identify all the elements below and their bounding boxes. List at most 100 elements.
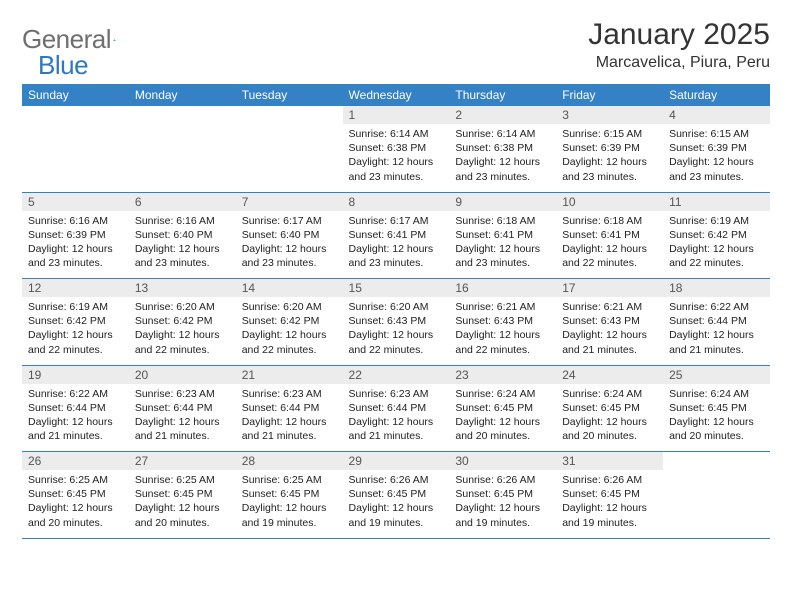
day-info-line: and 22 minutes. xyxy=(349,343,444,357)
month-title: January 2025 xyxy=(588,18,770,52)
day-content-cell: Sunrise: 6:19 AMSunset: 6:42 PMDaylight:… xyxy=(22,297,129,365)
day-info-line: Sunrise: 6:19 AM xyxy=(669,214,764,228)
day-number-cell: 4 xyxy=(663,106,770,124)
content-row: Sunrise: 6:16 AMSunset: 6:39 PMDaylight:… xyxy=(22,211,770,279)
day-info-line: Sunset: 6:45 PM xyxy=(455,401,550,415)
day-info-line: Daylight: 12 hours xyxy=(669,415,764,429)
day-info-line: and 22 minutes. xyxy=(669,256,764,270)
day-number-cell: 29 xyxy=(343,452,450,471)
day-info-line: and 21 minutes. xyxy=(669,343,764,357)
day-number-cell: 11 xyxy=(663,192,770,211)
day-info-line: and 21 minutes. xyxy=(242,429,337,443)
day-number-cell: 27 xyxy=(129,452,236,471)
day-content-cell: Sunrise: 6:16 AMSunset: 6:40 PMDaylight:… xyxy=(129,211,236,279)
day-number-cell: 15 xyxy=(343,279,450,298)
day-number-cell: 12 xyxy=(22,279,129,298)
day-info-line: Daylight: 12 hours xyxy=(242,501,337,515)
day-info-line: Sunrise: 6:25 AM xyxy=(135,473,230,487)
day-content-cell: Sunrise: 6:16 AMSunset: 6:39 PMDaylight:… xyxy=(22,211,129,279)
day-info-line: Sunset: 6:43 PM xyxy=(349,314,444,328)
day-content-cell: Sunrise: 6:20 AMSunset: 6:42 PMDaylight:… xyxy=(236,297,343,365)
day-content-cell: Sunrise: 6:21 AMSunset: 6:43 PMDaylight:… xyxy=(449,297,556,365)
day-info-line: and 19 minutes. xyxy=(455,516,550,530)
day-info-line: Daylight: 12 hours xyxy=(455,242,550,256)
day-info-line: Sunrise: 6:21 AM xyxy=(455,300,550,314)
day-number-cell xyxy=(129,106,236,124)
day-content-cell: Sunrise: 6:25 AMSunset: 6:45 PMDaylight:… xyxy=(236,470,343,538)
day-content-cell xyxy=(129,124,236,192)
day-content-cell xyxy=(22,124,129,192)
day-info-line: Sunrise: 6:23 AM xyxy=(349,387,444,401)
day-info-line: and 23 minutes. xyxy=(349,256,444,270)
day-info-line: Sunset: 6:41 PM xyxy=(562,228,657,242)
day-content-cell: Sunrise: 6:15 AMSunset: 6:39 PMDaylight:… xyxy=(663,124,770,192)
day-content-cell: Sunrise: 6:17 AMSunset: 6:40 PMDaylight:… xyxy=(236,211,343,279)
day-info-line: and 20 minutes. xyxy=(455,429,550,443)
day-number-cell: 6 xyxy=(129,192,236,211)
day-info-line: Sunrise: 6:26 AM xyxy=(349,473,444,487)
day-info-line: Daylight: 12 hours xyxy=(135,328,230,342)
weekday-header: Friday xyxy=(556,84,663,106)
day-info-line: Sunrise: 6:22 AM xyxy=(669,300,764,314)
weekday-header: Monday xyxy=(129,84,236,106)
day-info-line: Sunrise: 6:19 AM xyxy=(28,300,123,314)
day-content-cell: Sunrise: 6:23 AMSunset: 6:44 PMDaylight:… xyxy=(343,384,450,452)
daynum-row: 19202122232425 xyxy=(22,365,770,384)
content-row: Sunrise: 6:19 AMSunset: 6:42 PMDaylight:… xyxy=(22,297,770,365)
day-info-line: Daylight: 12 hours xyxy=(349,415,444,429)
day-info-line: Sunrise: 6:24 AM xyxy=(669,387,764,401)
day-info-line: and 22 minutes. xyxy=(242,343,337,357)
weekday-header: Sunday xyxy=(22,84,129,106)
day-info-line: Daylight: 12 hours xyxy=(349,242,444,256)
day-info-line: Sunset: 6:41 PM xyxy=(349,228,444,242)
day-info-line: Sunset: 6:38 PM xyxy=(349,141,444,155)
day-info-line: and 20 minutes. xyxy=(28,516,123,530)
day-info-line: Sunset: 6:45 PM xyxy=(242,487,337,501)
day-number-cell: 26 xyxy=(22,452,129,471)
day-info-line: Daylight: 12 hours xyxy=(669,242,764,256)
day-info-line: Sunrise: 6:26 AM xyxy=(562,473,657,487)
day-number-cell: 30 xyxy=(449,452,556,471)
day-content-cell: Sunrise: 6:26 AMSunset: 6:45 PMDaylight:… xyxy=(449,470,556,538)
day-info-line: Daylight: 12 hours xyxy=(242,415,337,429)
day-info-line: Daylight: 12 hours xyxy=(135,501,230,515)
day-info-line: Sunset: 6:40 PM xyxy=(135,228,230,242)
day-info-line: Sunset: 6:38 PM xyxy=(455,141,550,155)
day-info-line: Sunrise: 6:16 AM xyxy=(28,214,123,228)
content-row: Sunrise: 6:25 AMSunset: 6:45 PMDaylight:… xyxy=(22,470,770,538)
day-info-line: and 21 minutes. xyxy=(349,429,444,443)
day-content-cell: Sunrise: 6:19 AMSunset: 6:42 PMDaylight:… xyxy=(663,211,770,279)
day-info-line: and 23 minutes. xyxy=(135,256,230,270)
day-info-line: Daylight: 12 hours xyxy=(562,415,657,429)
day-info-line: Daylight: 12 hours xyxy=(562,242,657,256)
day-info-line: and 22 minutes. xyxy=(28,343,123,357)
day-content-cell: Sunrise: 6:18 AMSunset: 6:41 PMDaylight:… xyxy=(556,211,663,279)
day-info-line: Sunset: 6:43 PM xyxy=(562,314,657,328)
day-info-line: Sunrise: 6:20 AM xyxy=(135,300,230,314)
day-content-cell: Sunrise: 6:25 AMSunset: 6:45 PMDaylight:… xyxy=(22,470,129,538)
day-number-cell: 3 xyxy=(556,106,663,124)
day-content-cell: Sunrise: 6:20 AMSunset: 6:42 PMDaylight:… xyxy=(129,297,236,365)
day-info-line: Sunrise: 6:20 AM xyxy=(242,300,337,314)
day-content-cell: Sunrise: 6:23 AMSunset: 6:44 PMDaylight:… xyxy=(129,384,236,452)
day-info-line: Daylight: 12 hours xyxy=(242,328,337,342)
day-info-line: Sunset: 6:39 PM xyxy=(669,141,764,155)
day-info-line: Daylight: 12 hours xyxy=(28,415,123,429)
day-info-line: and 22 minutes. xyxy=(135,343,230,357)
day-info-line: Sunrise: 6:17 AM xyxy=(349,214,444,228)
day-info-line: and 22 minutes. xyxy=(455,343,550,357)
day-content-cell: Sunrise: 6:24 AMSunset: 6:45 PMDaylight:… xyxy=(663,384,770,452)
day-content-cell: Sunrise: 6:15 AMSunset: 6:39 PMDaylight:… xyxy=(556,124,663,192)
day-number-cell: 10 xyxy=(556,192,663,211)
day-info-line: and 23 minutes. xyxy=(562,170,657,184)
day-info-line: Sunset: 6:41 PM xyxy=(455,228,550,242)
day-content-cell: Sunrise: 6:21 AMSunset: 6:43 PMDaylight:… xyxy=(556,297,663,365)
day-content-cell: Sunrise: 6:23 AMSunset: 6:44 PMDaylight:… xyxy=(236,384,343,452)
sail-icon xyxy=(113,32,116,48)
logo-blue-wrap: Blue xyxy=(38,50,88,81)
day-content-cell: Sunrise: 6:14 AMSunset: 6:38 PMDaylight:… xyxy=(449,124,556,192)
day-info-line: Daylight: 12 hours xyxy=(28,242,123,256)
header: General January 2025 Marcavelica, Piura,… xyxy=(22,18,770,72)
day-number-cell xyxy=(663,452,770,471)
day-info-line: Daylight: 12 hours xyxy=(28,501,123,515)
